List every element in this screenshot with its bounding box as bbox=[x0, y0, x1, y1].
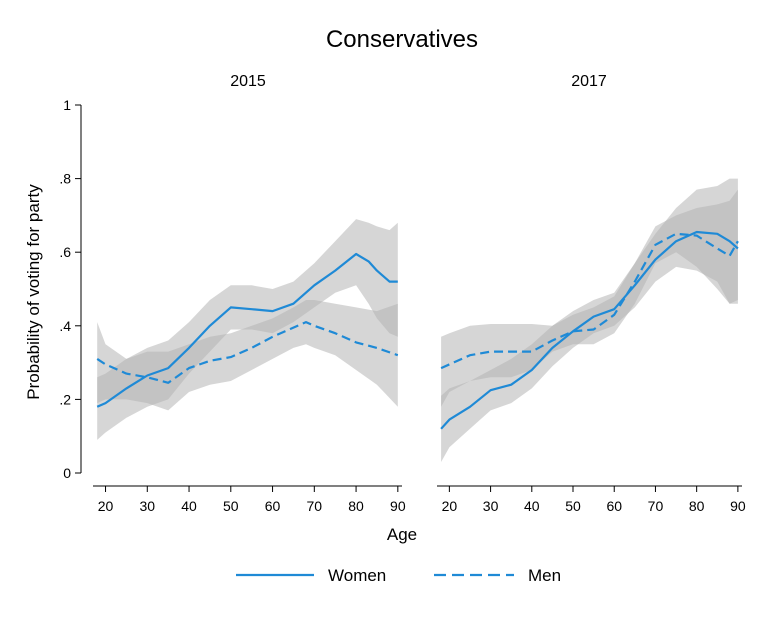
chart-title: Conservatives bbox=[326, 26, 478, 53]
y-tick-label: .2 bbox=[59, 391, 71, 407]
confidence-band-men bbox=[441, 189, 738, 407]
x-tick-label: 60 bbox=[265, 498, 281, 514]
panel-title-2015: 2015 bbox=[230, 73, 266, 90]
plot-panel-2017: 20 30 40 50 60 70 80 90 bbox=[437, 178, 746, 514]
y-axis: 0 .2 .4 .6 .8 1 bbox=[59, 97, 82, 481]
x-tick-label: 20 bbox=[98, 498, 114, 514]
x-tick-label: 90 bbox=[390, 498, 406, 514]
series-line-women bbox=[440, 230, 739, 430]
legend: Women Men bbox=[236, 566, 561, 585]
y-tick-label: .6 bbox=[59, 244, 71, 260]
x-tick-label: 40 bbox=[181, 498, 197, 514]
x-tick-label: 60 bbox=[606, 498, 622, 514]
x-tick-label: 90 bbox=[730, 498, 746, 514]
y-tick-label: 1 bbox=[63, 97, 71, 113]
y-tick-label: .4 bbox=[59, 318, 71, 334]
x-tick-label: 80 bbox=[348, 498, 364, 514]
series-line-men bbox=[96, 321, 399, 384]
plot-panel-2015: 20 30 40 50 60 70 80 90 bbox=[93, 219, 406, 514]
x-tick-label: 70 bbox=[648, 498, 664, 514]
x-tick-label: 80 bbox=[689, 498, 705, 514]
x-tick-label: 40 bbox=[524, 498, 540, 514]
legend-label-men: Men bbox=[528, 566, 561, 585]
y-tick-label: 0 bbox=[63, 465, 71, 481]
x-tick-label: 20 bbox=[442, 498, 458, 514]
panel-title-2017: 2017 bbox=[571, 73, 607, 90]
x-axis-title: Age bbox=[387, 525, 417, 544]
x-tick-label: 50 bbox=[223, 498, 239, 514]
legend-label-women: Women bbox=[328, 566, 386, 585]
y-tick-label: .8 bbox=[59, 171, 71, 187]
y-axis-title: Probability of voting for party bbox=[24, 184, 43, 400]
x-tick-label: 50 bbox=[565, 498, 581, 514]
x-tick-label: 30 bbox=[483, 498, 499, 514]
x-tick-label: 70 bbox=[307, 498, 323, 514]
x-tick-label: 30 bbox=[139, 498, 155, 514]
series-line-men bbox=[440, 232, 739, 370]
